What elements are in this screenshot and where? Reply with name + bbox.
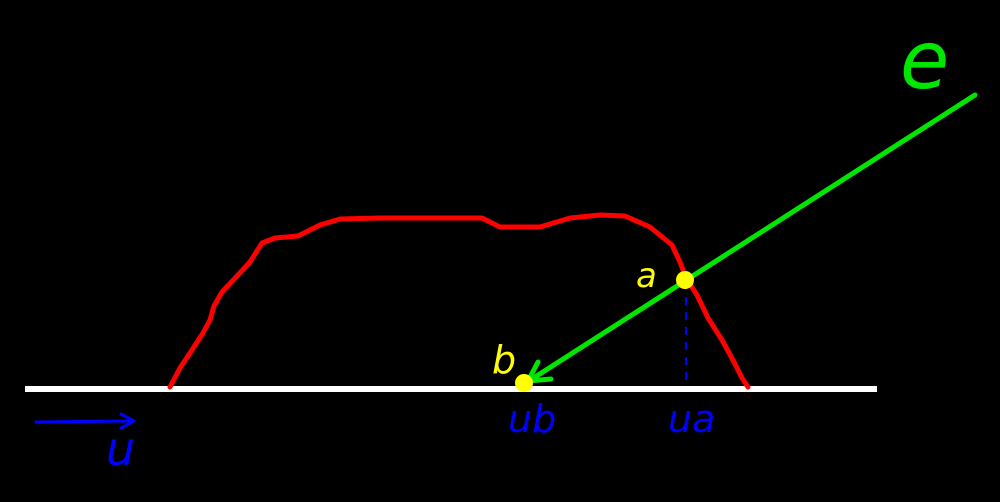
- point-a-label: a: [636, 256, 657, 296]
- terrain-profile: [167, 212, 751, 390]
- ub-label: ub: [508, 397, 556, 441]
- axis-arrow-shaft: [34, 419, 135, 424]
- point-b: [515, 374, 533, 392]
- point-a: [676, 271, 694, 289]
- axis-label: u: [106, 422, 135, 476]
- ray-label: e: [900, 14, 949, 107]
- ray-e: [529, 92, 978, 382]
- point-b-label: b: [492, 338, 516, 382]
- ua-label: ua: [668, 397, 715, 441]
- axis-arrow-head-icon: [119, 412, 136, 430]
